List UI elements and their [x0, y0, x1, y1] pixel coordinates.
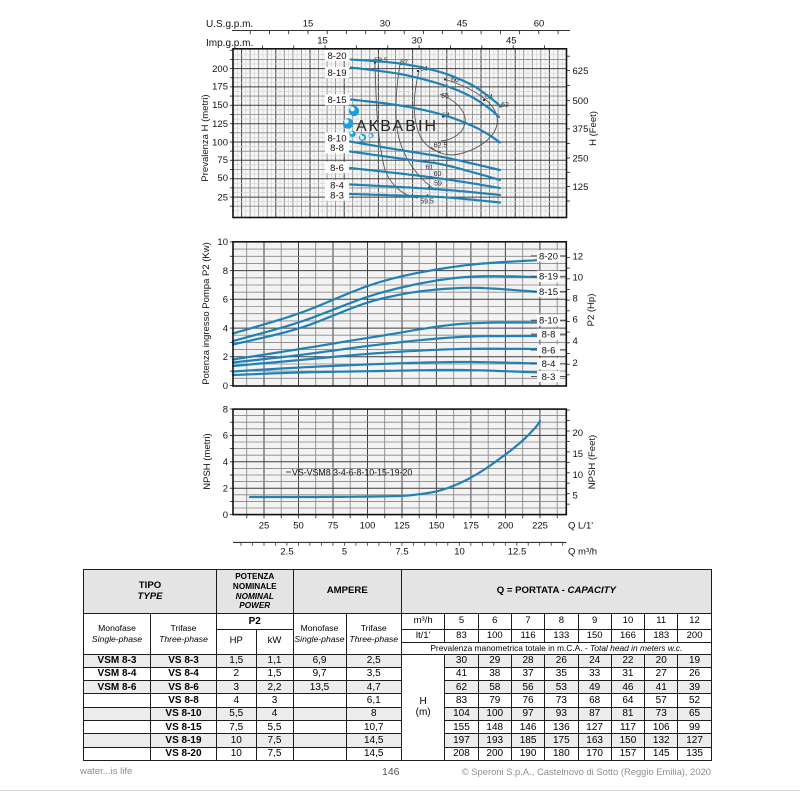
svg-text:12.5: 12.5 — [508, 547, 527, 558]
svg-text:59.5: 59.5 — [420, 199, 434, 206]
svg-text:175: 175 — [212, 82, 228, 93]
svg-text:12: 12 — [573, 251, 584, 262]
svg-text:75: 75 — [328, 521, 339, 532]
svg-text:VS-VSM8 3-4-6-8-10-15-19-20: VS-VSM8 3-4-6-8-10-15-19-20 — [292, 467, 412, 477]
svg-text:8-19: 8-19 — [539, 272, 558, 283]
svg-text:60: 60 — [534, 19, 545, 30]
svg-text:8-19: 8-19 — [327, 68, 346, 79]
svg-text:0: 0 — [223, 381, 228, 392]
svg-text:65: 65 — [441, 93, 449, 100]
svg-text:Q L/1': Q L/1' — [568, 521, 593, 532]
svg-text:50: 50 — [217, 173, 228, 184]
svg-text:Imp.g.p.m.: Imp.g.p.m. — [206, 38, 253, 49]
svg-text:8-8: 8-8 — [330, 143, 344, 154]
svg-text:8-8: 8-8 — [542, 330, 556, 341]
svg-text:200: 200 — [498, 521, 514, 532]
svg-text:8-20: 8-20 — [327, 51, 346, 62]
svg-text:15: 15 — [317, 36, 328, 47]
svg-text:200: 200 — [212, 64, 228, 75]
svg-text:125: 125 — [573, 182, 589, 193]
svg-text:62.5: 62.5 — [434, 143, 448, 150]
svg-text:25: 25 — [259, 521, 270, 532]
svg-text:45: 45 — [457, 19, 468, 30]
svg-text:АКВАВІН: АКВАВІН — [356, 118, 438, 135]
svg-text:P2 (Hp): P2 (Hp) — [586, 294, 597, 327]
svg-text:100: 100 — [212, 138, 228, 149]
svg-text:375: 375 — [573, 124, 589, 135]
svg-text:NPSH (Feet): NPSH (Feet) — [587, 435, 598, 489]
svg-text:10: 10 — [217, 237, 228, 248]
svg-text:Q m³/h: Q m³/h — [568, 547, 597, 558]
svg-text:66: 66 — [451, 77, 459, 84]
svg-text:8: 8 — [573, 293, 578, 304]
svg-text:20: 20 — [573, 428, 584, 439]
svg-text:8-15: 8-15 — [539, 287, 558, 298]
svg-text:8-6: 8-6 — [542, 345, 556, 356]
svg-text:8-4: 8-4 — [542, 359, 556, 370]
svg-text:62: 62 — [501, 102, 509, 109]
svg-text:15: 15 — [303, 19, 314, 30]
svg-text:Prevalenza H (metri): Prevalenza H (metri) — [200, 94, 211, 181]
svg-text:625: 625 — [573, 66, 589, 77]
svg-text:2: 2 — [573, 358, 578, 369]
svg-text:6: 6 — [223, 295, 228, 306]
svg-text:4: 4 — [223, 457, 228, 468]
svg-text:6: 6 — [223, 431, 228, 442]
svg-text:30: 30 — [380, 19, 391, 30]
svg-text:8-20: 8-20 — [539, 251, 558, 262]
svg-text:250: 250 — [573, 153, 589, 164]
svg-text:8: 8 — [223, 404, 228, 415]
svg-text:5: 5 — [573, 491, 578, 502]
svg-text:8-6: 8-6 — [330, 163, 344, 174]
svg-text:10: 10 — [454, 547, 465, 558]
svg-text:125: 125 — [212, 119, 228, 130]
svg-text:8-10: 8-10 — [327, 133, 346, 144]
svg-text:2: 2 — [223, 352, 228, 363]
svg-text:59: 59 — [434, 180, 442, 187]
svg-text:4: 4 — [223, 323, 228, 334]
svg-text:225: 225 — [532, 521, 548, 532]
svg-text:45: 45 — [506, 36, 517, 47]
svg-text:Potenza ingresso Pompa P2 (Kw): Potenza ingresso Pompa P2 (Kw) — [201, 242, 212, 385]
svg-text:2.5: 2.5 — [280, 547, 293, 558]
svg-text:2: 2 — [223, 484, 228, 495]
svg-text:8-3: 8-3 — [330, 190, 344, 201]
svg-text:61: 61 — [426, 165, 434, 172]
svg-text:7.5: 7.5 — [395, 547, 408, 558]
svg-text:4: 4 — [573, 336, 578, 347]
svg-text:60: 60 — [434, 171, 442, 178]
svg-text:64: 64 — [420, 66, 428, 73]
svg-text:10: 10 — [573, 273, 584, 284]
svg-text:30: 30 — [412, 36, 423, 47]
svg-text:500: 500 — [573, 96, 589, 107]
svg-text:0: 0 — [223, 510, 228, 521]
svg-text:100: 100 — [360, 521, 376, 532]
svg-text:8-15: 8-15 — [327, 95, 346, 106]
svg-text:8-3: 8-3 — [542, 372, 556, 383]
svg-text:25: 25 — [217, 192, 228, 203]
svg-text:5: 5 — [342, 547, 347, 558]
svg-text:U.S.g.p.m.: U.S.g.p.m. — [206, 19, 253, 30]
svg-text:175: 175 — [463, 521, 479, 532]
svg-text:6: 6 — [573, 315, 578, 326]
svg-text:10: 10 — [573, 470, 584, 481]
svg-text:8-4: 8-4 — [330, 181, 344, 192]
svg-text:75: 75 — [217, 155, 228, 166]
svg-text:125: 125 — [394, 521, 410, 532]
svg-text:150: 150 — [212, 100, 228, 111]
svg-text:8: 8 — [223, 266, 228, 277]
svg-text:8-10: 8-10 — [539, 316, 558, 327]
svg-text:NPSH (metri): NPSH (metri) — [202, 433, 213, 489]
svg-text:15: 15 — [573, 449, 584, 460]
svg-text:H (Feet): H (Feet) — [588, 111, 599, 146]
svg-text:50: 50 — [293, 521, 304, 532]
svg-text:62: 62 — [400, 60, 408, 67]
svg-text:150: 150 — [429, 521, 445, 532]
